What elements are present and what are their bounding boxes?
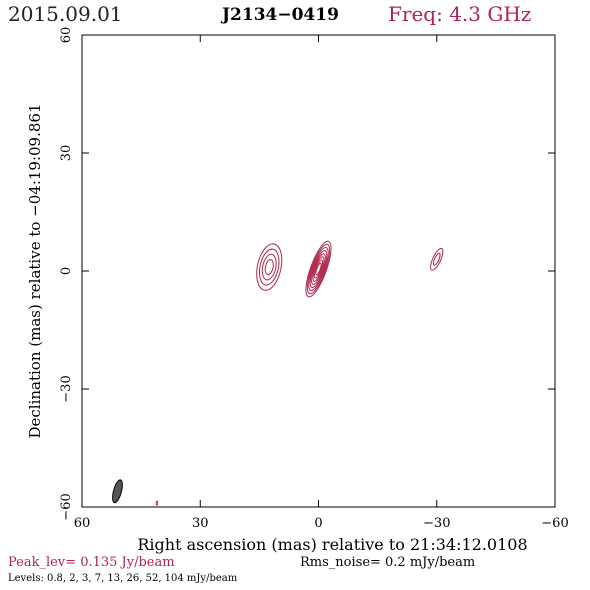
contour-speck (155, 500, 159, 506)
peak-level: Peak_lev= 0.135 Jy/beam (8, 555, 175, 570)
x-tick-label: −60 (541, 516, 568, 531)
contour-core (308, 246, 329, 292)
contour-east (256, 243, 283, 291)
y-tick-label: 30 (59, 145, 74, 162)
contour-west (432, 252, 441, 266)
contour-core (311, 253, 326, 285)
y-tick-label: −30 (59, 375, 74, 402)
contour-core (309, 250, 328, 288)
y-tick-label: 0 (59, 267, 74, 275)
frequency-label: Freq: 4.3 GHz (388, 2, 532, 26)
contour-core (312, 256, 325, 282)
contour-core (306, 243, 331, 295)
contour-east (258, 248, 280, 286)
contour-east (264, 259, 274, 276)
contour-levels: Levels: 0.8, 2, 3, 7, 13, 26, 52, 104 mJ… (8, 573, 238, 584)
beam-ellipse (112, 479, 123, 504)
x-tick-label: −30 (423, 516, 450, 531)
y-tick-label: −60 (59, 493, 74, 520)
y-tick-label: 60 (59, 27, 74, 44)
x-tick-label: 0 (314, 516, 322, 531)
rms-noise: Rms_noise= 0.2 mJy/beam (300, 555, 476, 570)
contour-west (430, 247, 444, 271)
x-tick-label: 30 (192, 516, 209, 531)
x-tick-label: 60 (74, 516, 91, 531)
contour-core (305, 240, 332, 298)
y-axis-label: Declination (mas) relative to −04:19:09.… (26, 103, 44, 438)
plot-frame (81, 34, 556, 508)
observation-date: 2015.09.01 (8, 2, 123, 26)
contour-east (261, 253, 277, 281)
contour-core (313, 259, 324, 279)
contour-core (315, 262, 322, 276)
source-name: J2134−0419 (222, 5, 339, 25)
x-axis-label: Right ascension (mas) relative to 21:34:… (137, 535, 527, 554)
